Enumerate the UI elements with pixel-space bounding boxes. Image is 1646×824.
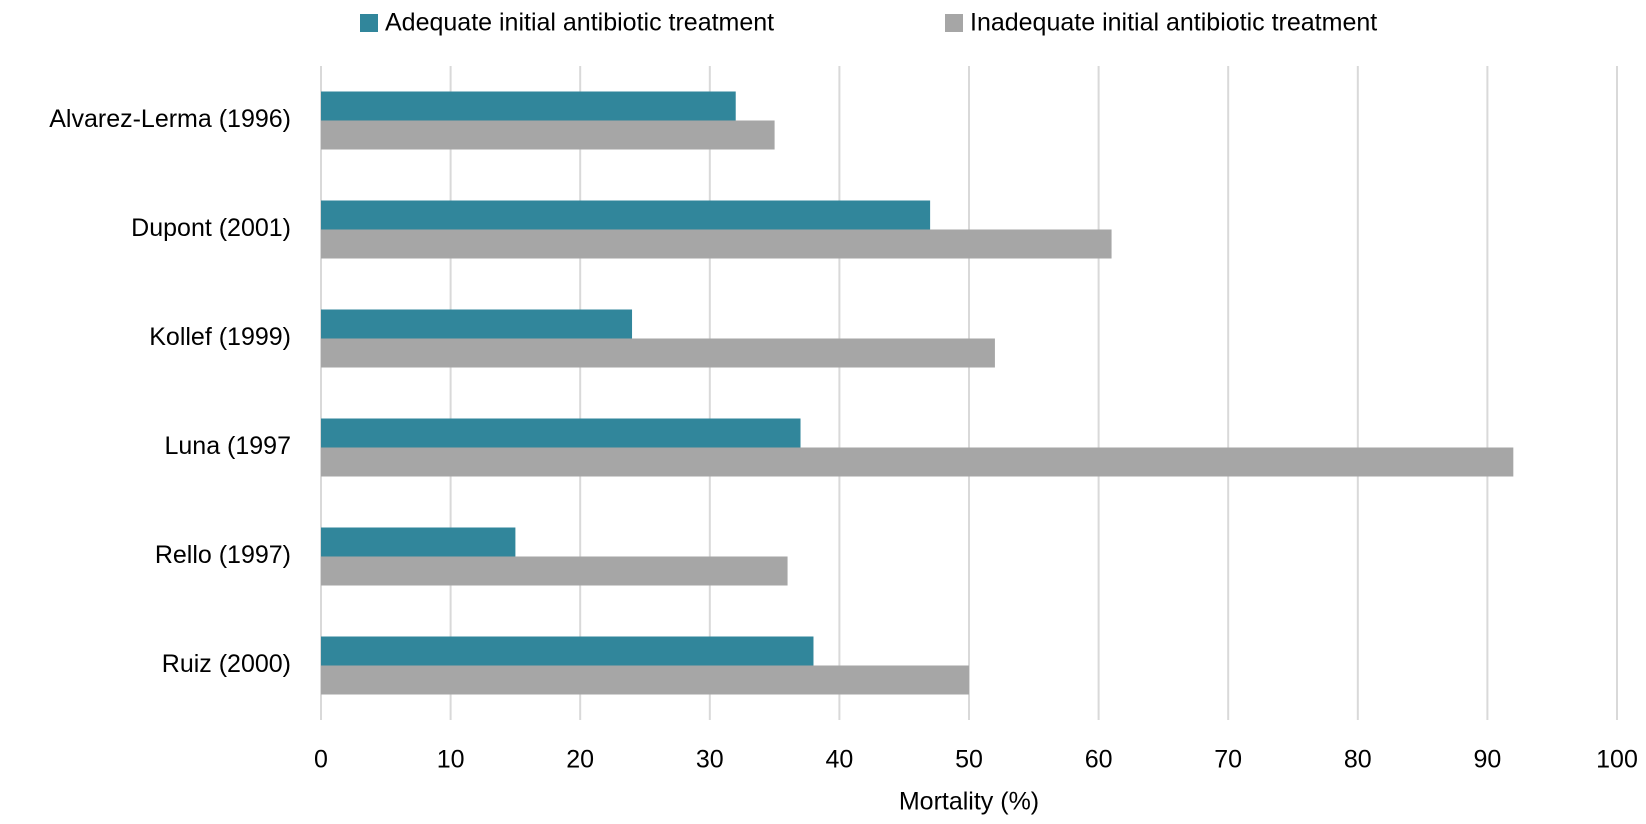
x-tick-label: 10 bbox=[437, 746, 465, 774]
x-tick-label: 40 bbox=[825, 746, 853, 774]
x-tick-label: 90 bbox=[1473, 746, 1501, 774]
bar bbox=[321, 447, 1514, 477]
legend-swatch bbox=[360, 14, 378, 32]
bar bbox=[321, 91, 736, 121]
x-tick-label: 30 bbox=[696, 746, 724, 774]
x-axis-title: Mortality (%) bbox=[899, 788, 1039, 816]
y-tick-label: Rello (1997) bbox=[155, 541, 291, 569]
bar bbox=[321, 665, 969, 695]
y-tick-label: Alvarez-Lerma (1996) bbox=[49, 105, 291, 133]
x-tick-label: 20 bbox=[566, 746, 594, 774]
x-tick-label: 60 bbox=[1085, 746, 1113, 774]
bar bbox=[321, 556, 788, 586]
bar bbox=[321, 229, 1112, 259]
bar bbox=[321, 636, 814, 666]
x-tick-label: 100 bbox=[1596, 746, 1638, 774]
x-tick-label: 50 bbox=[955, 746, 983, 774]
legend-swatch bbox=[945, 14, 963, 32]
y-tick-label: Ruiz (2000) bbox=[162, 650, 291, 678]
y-tick-label: Luna (1997 bbox=[164, 432, 291, 460]
x-tick-label: 0 bbox=[314, 746, 328, 774]
bar bbox=[321, 338, 995, 368]
legend-label: Adequate initial antibiotic treatment bbox=[385, 9, 774, 37]
bar bbox=[321, 527, 516, 557]
y-tick-label: Dupont (2001) bbox=[131, 214, 291, 242]
bar bbox=[321, 200, 931, 230]
x-tick-label: 80 bbox=[1344, 746, 1372, 774]
y-tick-label: Kollef (1999) bbox=[149, 323, 291, 351]
legend-label: Inadequate initial antibiotic treatment bbox=[970, 9, 1377, 37]
bar bbox=[321, 309, 633, 339]
bar bbox=[321, 120, 775, 150]
x-tick-label: 70 bbox=[1214, 746, 1242, 774]
bar bbox=[321, 418, 801, 448]
